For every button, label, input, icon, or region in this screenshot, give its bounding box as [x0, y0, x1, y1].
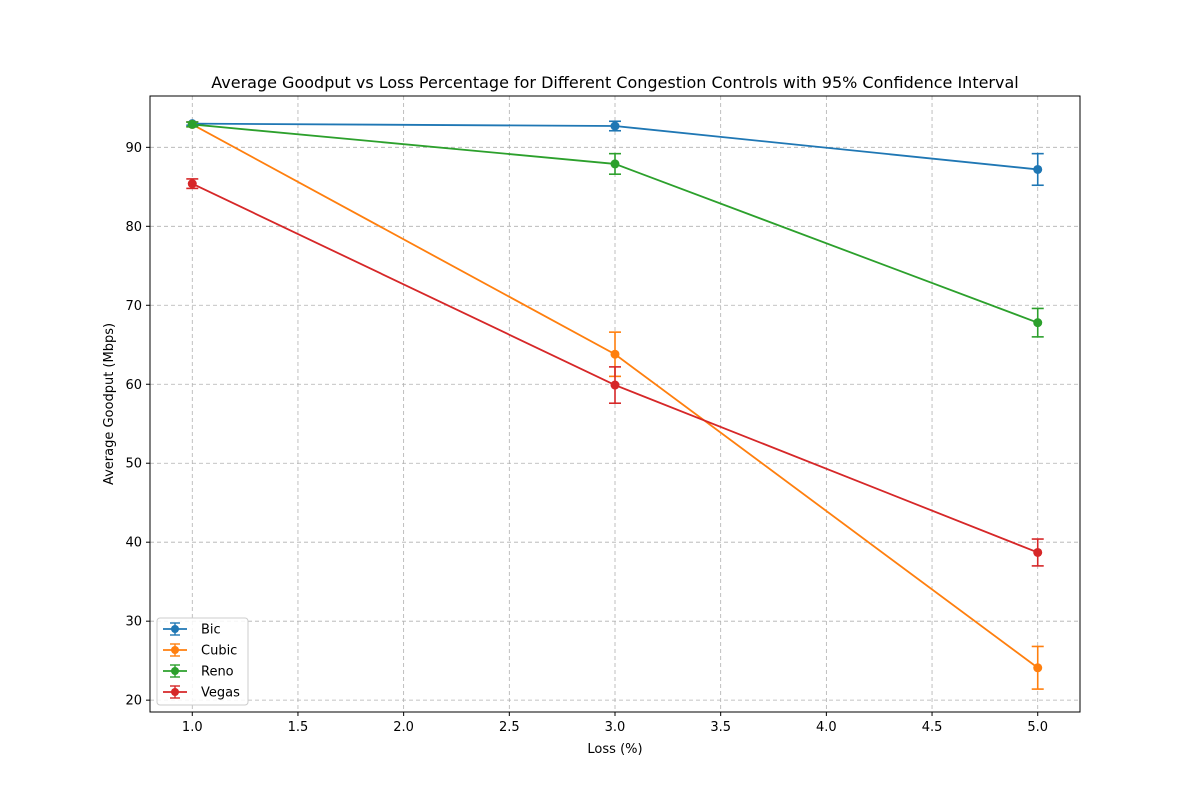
- legend-item-vegas: Vegas: [163, 685, 240, 701]
- y-axis-label: Average Goodput (Mbps): [102, 323, 117, 485]
- x-tick-label: 4.5: [922, 720, 943, 735]
- data-point-bic: [1033, 164, 1043, 174]
- legend-item-reno: Reno: [163, 664, 234, 680]
- y-tick-label: 30: [125, 615, 142, 630]
- legend-marker: [171, 625, 179, 633]
- data-point-reno: [1033, 318, 1043, 328]
- y-tick-label: 40: [125, 536, 142, 551]
- x-tick-label: 1.5: [288, 720, 309, 735]
- data-point-vegas: [610, 380, 620, 390]
- legend-box: [156, 617, 249, 706]
- x-tick-label: 3.0: [605, 720, 626, 735]
- x-axis-label: Loss (%): [587, 742, 642, 757]
- legend-item-cubic: Cubic: [163, 643, 237, 659]
- y-tick-label: 20: [125, 694, 142, 709]
- data-point-reno: [610, 159, 620, 169]
- legend-marker: [171, 646, 179, 654]
- y-tick-label: 80: [125, 220, 142, 235]
- ticks-layer: 1.0 1.5 2.0 2.5 3.0 3.5 4.0 4.5 5.0 20 30 40 50 60 70 8…: [125, 141, 1048, 735]
- data-point-reno: [187, 119, 197, 129]
- x-tick-label: 5.0: [1027, 720, 1048, 735]
- x-tick-label: 3.5: [710, 720, 731, 735]
- legend-label: Vegas: [201, 686, 240, 701]
- x-tick-label: 2.0: [393, 720, 414, 735]
- data-point-cubic: [610, 349, 620, 359]
- legend-item-bic: Bic: [163, 622, 221, 638]
- grid-layer: [150, 96, 1080, 712]
- x-tick-label: 2.5: [499, 720, 520, 735]
- y-tick-label: 70: [125, 299, 142, 314]
- legend-label: Cubic: [201, 644, 237, 659]
- data-point-bic: [610, 121, 620, 131]
- legend: Bic Cubic Reno Vegas: [156, 617, 249, 706]
- y-tick-label: 50: [125, 457, 142, 472]
- x-tick-label: 4.0: [816, 720, 837, 735]
- y-tick-label: 90: [125, 141, 142, 156]
- x-tick-label: 1.0: [182, 720, 203, 735]
- legend-marker: [171, 688, 179, 696]
- legend-label: Bic: [201, 623, 221, 638]
- series-vegas: [186, 178, 1044, 567]
- legend-marker: [171, 667, 179, 675]
- data-point-vegas: [1033, 547, 1043, 557]
- legend-label: Reno: [201, 665, 234, 680]
- chart-title: Average Goodput vs Loss Percentage for D…: [211, 73, 1018, 92]
- series-reno: [186, 119, 1044, 338]
- y-tick-label: 60: [125, 378, 142, 393]
- series-layer: [186, 119, 1044, 690]
- data-point-vegas: [187, 179, 197, 189]
- data-point-cubic: [1033, 663, 1043, 673]
